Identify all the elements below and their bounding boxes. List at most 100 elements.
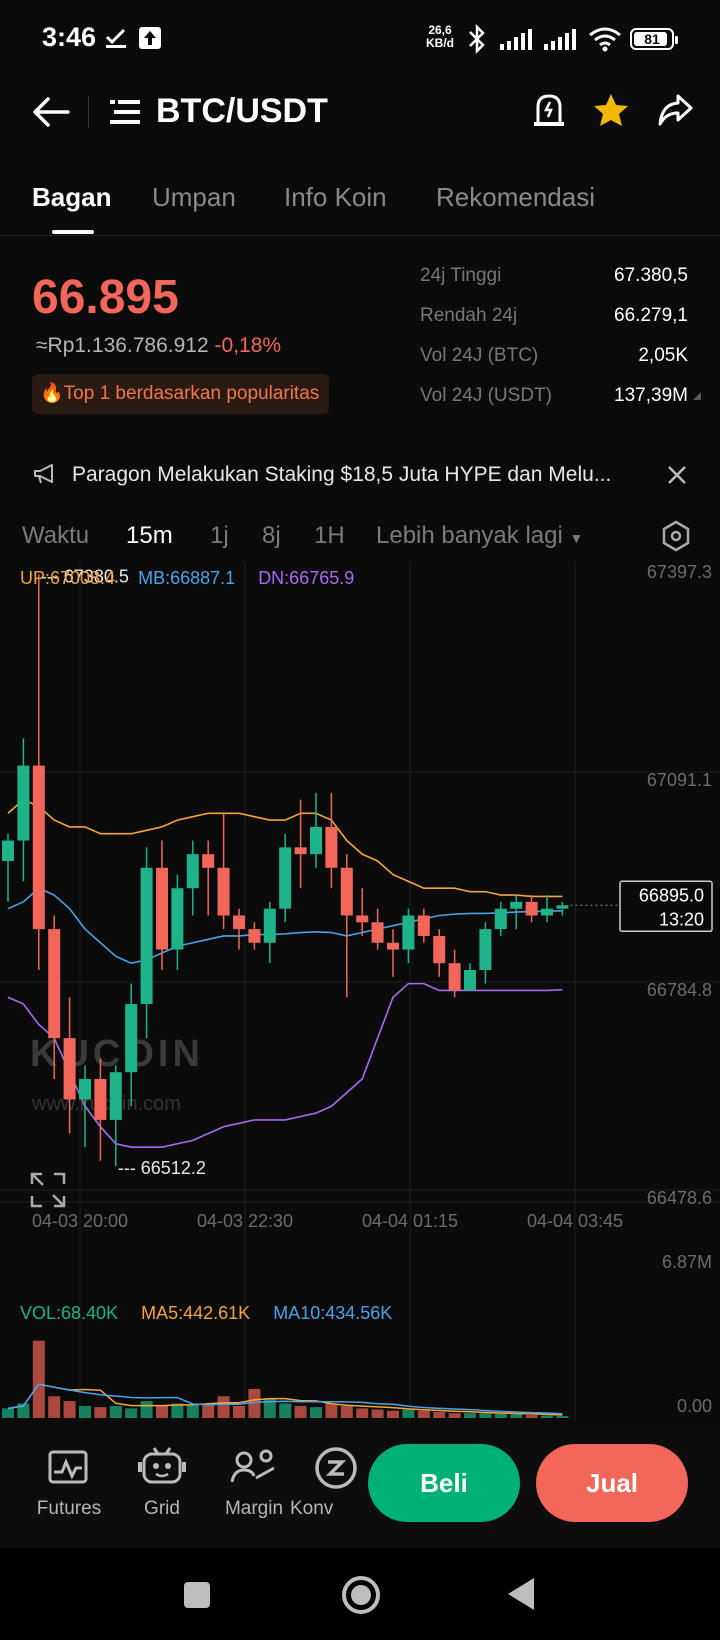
volume-bar	[186, 1404, 199, 1418]
volume-bar	[556, 1416, 569, 1418]
volume-bar	[464, 1413, 476, 1418]
volume-bar	[248, 1389, 261, 1418]
share-icon[interactable]	[656, 92, 694, 128]
y-tick-label: 66784.8	[647, 980, 712, 1000]
volume-bar	[217, 1396, 230, 1418]
volume-bar	[494, 1413, 507, 1418]
y-tick-label: 67397.3	[647, 562, 712, 582]
volume-bar	[510, 1414, 523, 1418]
recent-apps-icon[interactable]	[182, 1580, 212, 1610]
buy-button[interactable]: Beli	[368, 1444, 520, 1522]
signal-1-icon	[500, 29, 532, 50]
low-marker: --- 66512.2	[118, 1158, 206, 1178]
pair-title[interactable]: BTC/USDT	[156, 92, 328, 130]
grid-bot-icon[interactable]	[138, 1446, 186, 1486]
tab-info-koin[interactable]: Info Koin	[284, 182, 387, 212]
volume-bar	[109, 1405, 122, 1418]
close-icon[interactable]	[666, 464, 688, 486]
fullscreen-icon[interactable]	[30, 1172, 66, 1208]
flame-icon: 🔥	[40, 383, 64, 404]
home-icon[interactable]	[340, 1574, 382, 1616]
download-check-icon	[105, 28, 126, 48]
nav-convert-label[interactable]: Konv	[290, 1498, 334, 1519]
tab-umpan[interactable]: Umpan	[152, 182, 236, 212]
popularity-badge[interactable]: 🔥Top 1 berdasarkan popularitas	[32, 374, 330, 414]
margin-icon[interactable]	[230, 1448, 278, 1488]
candle-body	[63, 1038, 76, 1100]
futures-chart-icon[interactable]	[48, 1450, 88, 1486]
volume-indicator-row: VOL:68.40K MA5:442.61K MA10:434.56K	[20, 1303, 392, 1324]
battery-indicator: 81	[630, 28, 678, 50]
header-divider	[88, 96, 89, 128]
candle-body	[171, 888, 184, 950]
candle-body	[263, 908, 276, 943]
x-tick-label: 04-03 20:00	[32, 1211, 128, 1231]
nav-margin-label[interactable]: Margin	[224, 1498, 284, 1519]
price-chart[interactable]: KUCOIN www.kucoin.com 67397.367091.16678…	[0, 562, 720, 1422]
news-headline[interactable]: Paragon Melakukan Staking $18,5 Juta HYP…	[72, 463, 612, 486]
status-bar: 3:46 26,6 KB/d 81	[0, 0, 720, 80]
candle-body	[417, 915, 430, 936]
volume-bar	[402, 1409, 415, 1418]
x-tick-label: 04-04 03:45	[527, 1211, 623, 1231]
candle-body	[494, 908, 507, 930]
candle-body	[156, 867, 168, 950]
candle-body	[17, 765, 30, 841]
candle-body	[79, 1079, 91, 1100]
candle-body	[233, 915, 245, 930]
candle-body	[109, 1072, 122, 1120]
convert-icon[interactable]	[314, 1446, 358, 1490]
stat-label: Vol 24J (USDT)	[420, 385, 552, 406]
price-change: -0,18%	[214, 334, 282, 357]
volume-bar	[156, 1405, 168, 1418]
sell-button[interactable]: Jual	[536, 1444, 688, 1522]
boll-dn-value: DN:66765.9	[258, 568, 355, 588]
interval-15m[interactable]: 15m	[126, 522, 173, 549]
star-icon[interactable]	[592, 92, 630, 128]
menu-list-icon[interactable]	[110, 98, 142, 126]
megaphone-icon	[34, 464, 53, 484]
volume-bar	[263, 1398, 276, 1418]
volume-bar	[371, 1409, 384, 1418]
back-arrow-icon[interactable]	[32, 94, 70, 130]
corner-arrow-icon	[693, 392, 701, 400]
interval-waktu[interactable]: Waktu	[22, 522, 90, 549]
stat-label: Rendah 24j	[420, 305, 518, 326]
tab-rekomendasi[interactable]: Rekomendasi	[436, 182, 595, 212]
tab-bagan[interactable]: Bagan	[32, 182, 112, 212]
stat-label: Vol 24J (BTC)	[420, 345, 539, 366]
volume-bar	[525, 1415, 538, 1418]
candle-body	[2, 840, 14, 861]
volume-bar	[340, 1405, 353, 1418]
volume-bar	[541, 1415, 553, 1418]
bluetooth-icon	[469, 24, 485, 54]
nav-grid-label[interactable]: Grid	[144, 1498, 180, 1519]
volume-bar	[433, 1411, 446, 1418]
candle-body	[217, 867, 230, 916]
volume-bar	[125, 1408, 138, 1418]
interval-8j[interactable]: 8j	[262, 522, 281, 549]
volume-bar	[94, 1407, 107, 1418]
interval-1j[interactable]: 1j	[210, 522, 229, 549]
nav-futures-label[interactable]: Futures	[36, 1498, 102, 1519]
candle-body	[525, 901, 538, 916]
chart-settings-icon[interactable]	[660, 520, 692, 552]
boll-up-value: UP:67008.4	[20, 568, 116, 588]
net-speed: 26,6 KB/d	[426, 23, 454, 50]
candle-body	[140, 867, 153, 1005]
interval-1h[interactable]: 1H	[314, 522, 345, 549]
y-tick-label: 67091.1	[647, 770, 712, 790]
dropdown-caret-icon: ▼	[569, 530, 584, 546]
candle-body	[541, 908, 553, 916]
last-price: 66.895	[32, 271, 179, 324]
volume-bar	[202, 1403, 215, 1418]
alert-bell-icon[interactable]	[532, 92, 566, 130]
back-nav-icon[interactable]	[506, 1576, 536, 1612]
volume-bar	[140, 1401, 153, 1418]
interval-more[interactable]: Lebih banyak lagi ▼	[376, 522, 584, 549]
candle-body	[479, 929, 492, 970]
vol-ma10-line	[7, 1383, 563, 1415]
interval-bar: Waktu 15m 1j 8j 1H Lebih banyak lagi ▼	[0, 512, 720, 562]
volume-bar	[356, 1408, 369, 1418]
vol-ma5-value: MA5:442.61K	[141, 1303, 251, 1323]
